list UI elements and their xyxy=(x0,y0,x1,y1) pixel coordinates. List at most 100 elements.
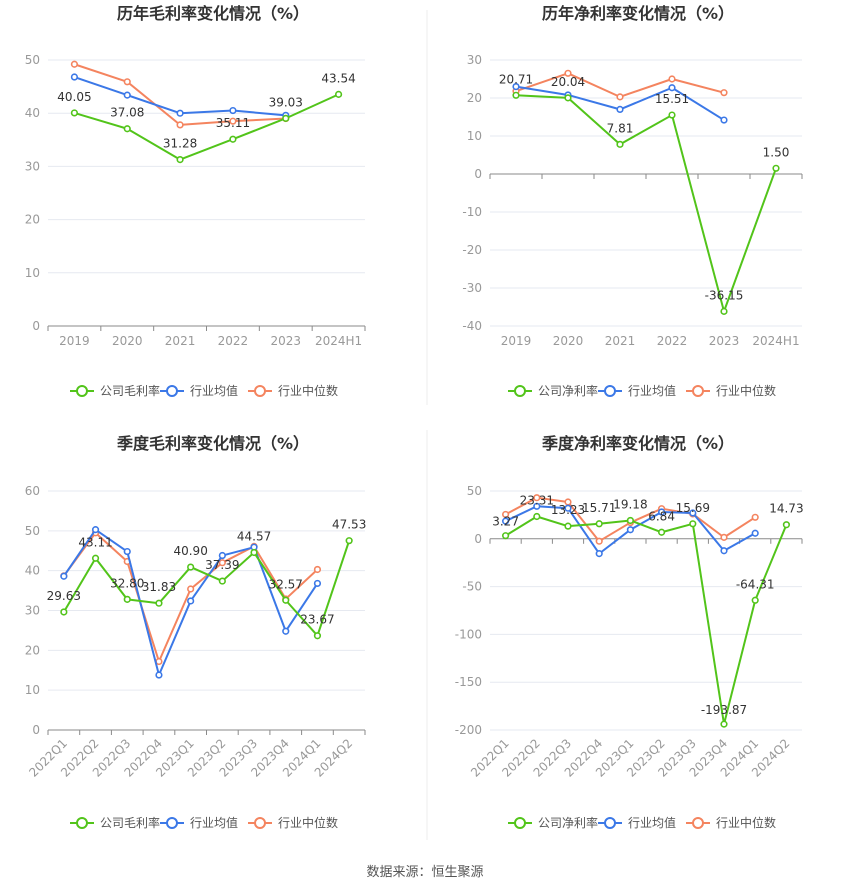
y-tick-label: -50 xyxy=(462,580,482,594)
data-point-industry_avg xyxy=(668,84,676,92)
legend-marker-industry_median xyxy=(254,385,266,397)
x-tick-label: 2020 xyxy=(112,334,143,348)
y-tick-label: -10 xyxy=(462,205,482,219)
series-line-industry_avg xyxy=(74,76,286,117)
data-point-company xyxy=(616,140,624,148)
data-point-industry_median xyxy=(123,78,131,86)
data-point-industry_median xyxy=(70,60,79,68)
data-label: 47.53 xyxy=(332,518,366,532)
chart-legend: 公司净利率 行业均值 行业中位数 xyxy=(508,383,776,398)
data-point-industry_median xyxy=(720,533,728,541)
data-point-industry_median xyxy=(720,89,728,97)
data-label: 13.23 xyxy=(551,503,585,517)
legend-marker-company xyxy=(514,817,526,829)
data-point-industry_avg xyxy=(502,517,510,525)
data-point-company xyxy=(250,548,258,557)
y-tick-label: -30 xyxy=(462,281,482,295)
data-point-industry_avg xyxy=(751,529,759,537)
data-point-company xyxy=(657,528,666,536)
data-point-company xyxy=(345,537,353,545)
legend-label: 行业均值 xyxy=(628,815,676,830)
series-line-company xyxy=(505,515,788,726)
x-tick-label: 2020 xyxy=(553,334,584,348)
data-point-industry_avg xyxy=(91,526,100,534)
data-point-industry_avg xyxy=(229,106,237,115)
data-label: 32.57 xyxy=(269,577,303,591)
data-point-company xyxy=(626,516,635,525)
chart-legend: 公司净利率 行业均值 行业中位数 xyxy=(508,815,776,830)
y-tick-label: 50 xyxy=(25,524,40,538)
data-point-company xyxy=(502,532,510,540)
data-label: 37.39 xyxy=(205,558,239,572)
data-label: 19.18 xyxy=(613,497,647,511)
data-point-industry_avg xyxy=(123,91,131,99)
data-point-company xyxy=(91,554,100,562)
data-point-company xyxy=(155,599,163,607)
data-label: -36.15 xyxy=(705,288,744,302)
y-tick-label: 0 xyxy=(32,723,40,737)
y-tick-label: 0 xyxy=(32,319,40,333)
y-tick-label: -150 xyxy=(455,675,482,689)
data-label: 23.31 xyxy=(520,494,554,508)
x-tick-label: 2023 xyxy=(709,334,740,348)
y-tick-label: 30 xyxy=(25,604,40,618)
data-point-industry_avg xyxy=(60,572,68,580)
chart-4: 季度净利率变化情况（%）-200-150-100-500502022Q12022… xyxy=(455,434,804,830)
y-tick-label: 50 xyxy=(25,53,40,67)
data-label: 3.27 xyxy=(492,515,519,529)
series-line-industry_avg xyxy=(515,85,725,121)
data-label: 31.28 xyxy=(163,137,197,151)
chart-legend: 公司毛利率 行业均值 行业中位数 xyxy=(70,383,338,398)
legend-label: 公司净利率 xyxy=(538,815,598,830)
data-point-company xyxy=(229,135,237,143)
data-point-industry_avg xyxy=(657,508,666,516)
legend-marker-industry_median xyxy=(692,385,704,397)
data-point-industry_avg xyxy=(626,526,635,534)
data-label: 40.05 xyxy=(57,90,91,104)
data-label: 15.69 xyxy=(676,501,710,515)
data-point-company xyxy=(313,632,322,640)
data-source-footer: 数据来源：恒生聚源 xyxy=(366,865,483,880)
data-label: 29.63 xyxy=(47,589,81,603)
legend-label: 行业均值 xyxy=(190,383,238,398)
legend-label: 公司毛利率 xyxy=(100,383,160,398)
y-tick-label: -200 xyxy=(455,723,482,737)
data-point-industry_avg xyxy=(187,597,195,605)
chart-title: 历年毛利率变化情况（%） xyxy=(117,4,309,23)
data-point-company xyxy=(218,577,226,585)
x-tick-label: 2023 xyxy=(270,334,301,348)
legend-marker-industry_avg xyxy=(604,817,616,829)
legend-label: 行业中位数 xyxy=(716,815,776,830)
x-tick-label: 2019 xyxy=(501,334,532,348)
data-point-company xyxy=(123,595,131,603)
legend-marker-industry_avg xyxy=(166,817,178,829)
data-point-industry_median xyxy=(564,69,572,77)
data-point-industry_avg xyxy=(720,116,728,124)
data-point-company xyxy=(70,109,79,117)
data-point-industry_median xyxy=(533,494,541,502)
y-tick-label: -20 xyxy=(462,243,482,257)
legend-label: 行业中位数 xyxy=(278,815,338,830)
data-label: 44.57 xyxy=(237,529,271,543)
data-point-company xyxy=(512,91,520,99)
data-point-industry_avg xyxy=(70,73,79,81)
y-tick-label: 0 xyxy=(474,167,482,181)
y-tick-label: 40 xyxy=(25,564,40,578)
data-label: 32.80 xyxy=(110,576,144,590)
series-line-company xyxy=(62,540,351,637)
data-label: 40.90 xyxy=(173,544,207,558)
data-point-company xyxy=(334,90,343,98)
data-label: 14.73 xyxy=(769,502,803,516)
data-point-company xyxy=(533,512,541,521)
data-point-industry_median xyxy=(751,513,759,521)
data-label: -64.31 xyxy=(736,577,775,591)
data-point-industry_avg xyxy=(512,82,520,91)
x-tick-label: 2021 xyxy=(165,334,196,348)
chart-title: 历年净利率变化情况（%） xyxy=(542,4,734,23)
legend-marker-industry_avg xyxy=(166,385,178,397)
y-tick-label: 20 xyxy=(25,643,40,657)
data-label: 1.50 xyxy=(763,145,790,159)
data-point-industry_avg xyxy=(689,509,697,517)
data-label: 23.67 xyxy=(300,613,334,627)
